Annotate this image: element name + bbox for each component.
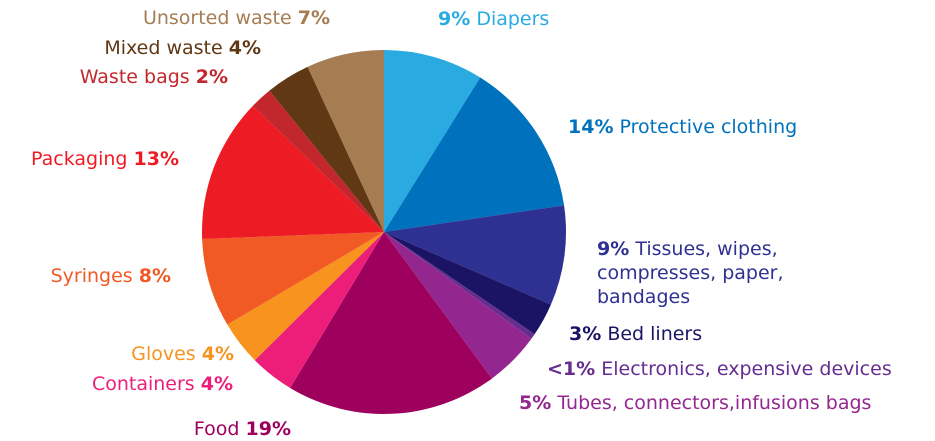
slice-value: 4% bbox=[200, 373, 233, 395]
slice-name-line-1: Tissues, wipes, bbox=[635, 238, 778, 260]
slice-label-tubes: 5% Tubes, connectors,infusions bags bbox=[519, 392, 871, 414]
slice-value: 9% bbox=[438, 8, 471, 30]
slice-label-food: Food 19% bbox=[194, 418, 291, 440]
pie-slice-unsorted-waste bbox=[307, 50, 384, 232]
slice-value: 5% bbox=[519, 392, 552, 414]
pie-slice-food bbox=[290, 232, 492, 415]
pie-slice-protective-clothing bbox=[384, 77, 565, 233]
slice-label-packaging: Packaging 13% bbox=[31, 148, 179, 170]
slice-value: 19% bbox=[245, 418, 291, 440]
pie-slice-syringes bbox=[202, 232, 384, 325]
slice-label-diapers: 9% Diapers bbox=[438, 8, 549, 30]
slice-label-unsorted-waste: Unsorted waste 7% bbox=[143, 7, 330, 29]
slice-label-tissues: 9% Tissues, wipes, compresses, paper, ba… bbox=[597, 237, 784, 309]
pie-slice-packaging bbox=[202, 105, 384, 240]
slice-value: 7% bbox=[297, 7, 330, 29]
pie-slice-gloves bbox=[227, 232, 384, 361]
pie-slice-tubes-connectors-infusions-bags bbox=[384, 232, 532, 379]
slice-value: 9% bbox=[597, 238, 630, 260]
pie-slice-electronics-expensive-devices bbox=[384, 232, 535, 339]
slice-name-line-3: bandages bbox=[597, 286, 691, 308]
slice-value: 2% bbox=[195, 66, 228, 88]
slice-label-gloves: Gloves 4% bbox=[131, 343, 234, 365]
slice-name: Mixed waste bbox=[104, 37, 223, 59]
slice-name: Diapers bbox=[476, 8, 550, 30]
slice-value: 4% bbox=[228, 37, 261, 59]
slice-name: Packaging bbox=[31, 148, 128, 170]
slice-name: Containers bbox=[91, 373, 195, 395]
pie-slice-mixed-waste bbox=[269, 66, 384, 232]
slice-value: 4% bbox=[201, 343, 234, 365]
slice-name: Waste bags bbox=[79, 66, 190, 88]
pie-slice-waste-bags bbox=[252, 90, 384, 232]
pie-slice-diapers bbox=[384, 50, 481, 232]
slice-name-line-2: compresses, paper, bbox=[597, 262, 784, 284]
slice-label-protective-clothing: 14% Protective clothing bbox=[568, 116, 797, 138]
slice-label-syringes: Syringes 8% bbox=[51, 265, 171, 287]
slice-name: Tubes, connectors,infusions bags bbox=[557, 392, 872, 414]
slice-name: Protective clothing bbox=[619, 116, 798, 138]
slice-name: Unsorted waste bbox=[142, 7, 292, 29]
slice-name: Syringes bbox=[50, 265, 133, 287]
slice-label-bed-liners: 3% Bed liners bbox=[569, 323, 702, 345]
slice-label-waste-bags: Waste bags 2% bbox=[80, 66, 228, 88]
slice-name: Bed liners bbox=[607, 323, 703, 345]
slice-name: Gloves bbox=[131, 343, 196, 365]
slice-value: <1% bbox=[547, 358, 596, 380]
slice-label-electronics: <1% Electronics, expensive devices bbox=[547, 358, 915, 380]
pie-slice-containers bbox=[254, 232, 384, 388]
slice-value: 8% bbox=[138, 265, 171, 287]
slice-label-containers: Containers 4% bbox=[92, 373, 233, 395]
slice-label-mixed-waste: Mixed waste 4% bbox=[104, 37, 261, 59]
slice-value: 14% bbox=[568, 116, 614, 138]
pie-slice-tissues-wipes-compresses-paper-bandages bbox=[384, 205, 567, 305]
slice-value: 3% bbox=[569, 323, 602, 345]
slice-name: Electronics, expensive devices bbox=[601, 358, 892, 380]
slice-value: 13% bbox=[133, 148, 179, 170]
slice-name: Food bbox=[193, 418, 240, 440]
pie-slice-bed-liners bbox=[384, 232, 551, 335]
